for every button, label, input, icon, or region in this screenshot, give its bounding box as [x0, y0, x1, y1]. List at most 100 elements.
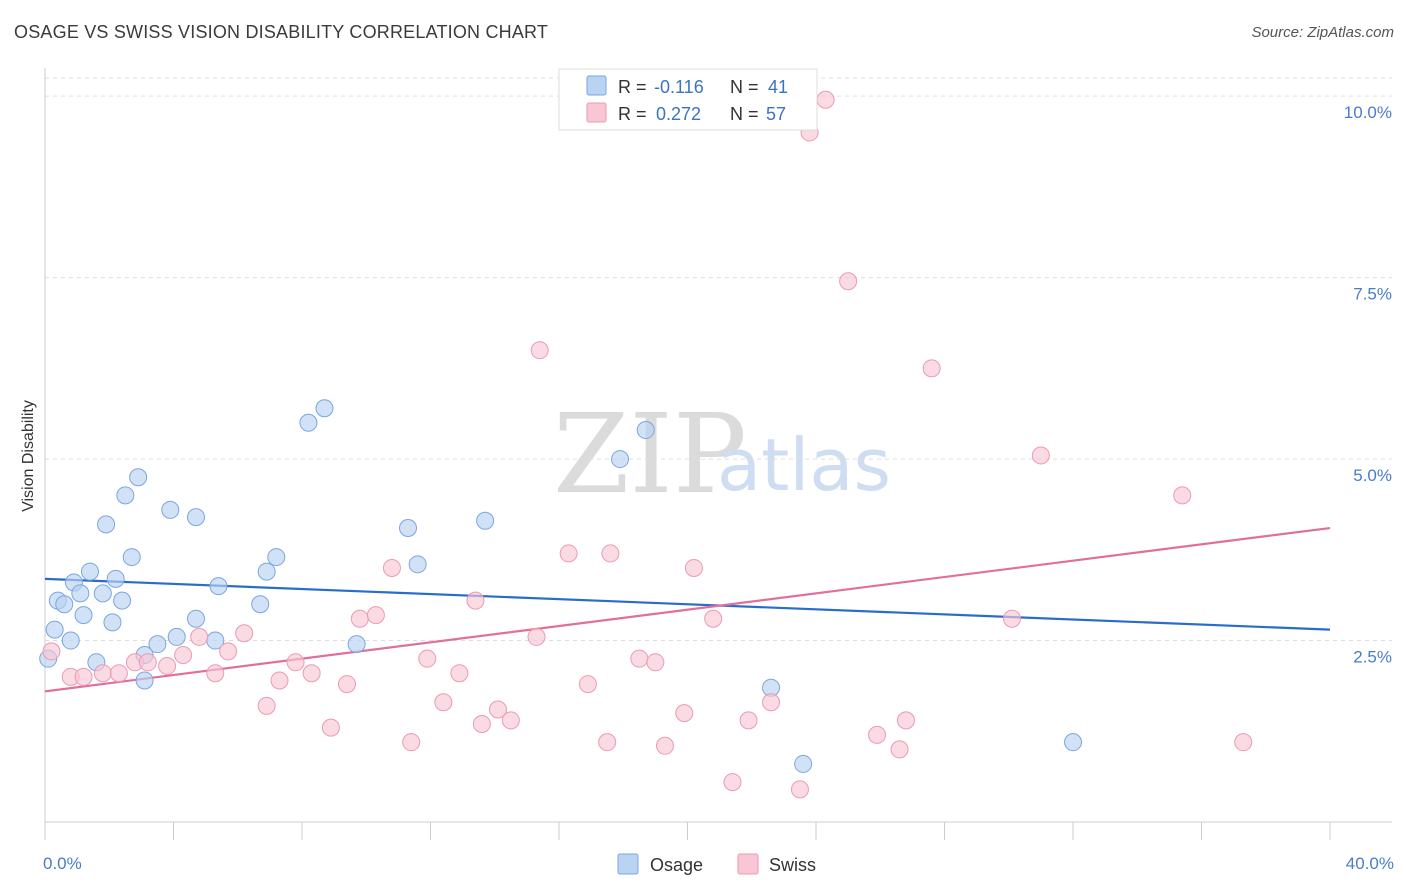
point-osage [209, 577, 228, 596]
point-osage [476, 511, 495, 530]
point-osage [251, 595, 270, 614]
point-swiss [42, 642, 61, 661]
point-swiss [839, 272, 858, 291]
point-osage [794, 754, 813, 773]
point-swiss [466, 591, 485, 610]
point-swiss [93, 664, 112, 683]
point-swiss [646, 653, 665, 672]
point-swiss [174, 646, 193, 665]
point-osage [148, 635, 167, 654]
point-swiss [337, 675, 356, 694]
y-tick-label: 7.5% [1353, 285, 1392, 304]
point-swiss [434, 693, 453, 712]
legend-n-value-osage: 41 [768, 77, 788, 97]
point-osage [93, 584, 112, 603]
point-swiss [684, 558, 703, 577]
point-swiss [1234, 733, 1253, 752]
point-osage [347, 635, 366, 654]
trend-lines [44, 526, 1331, 693]
series-legend-label-osage: Osage [650, 855, 703, 875]
point-swiss [1002, 609, 1021, 628]
point-osage [257, 562, 276, 581]
point-swiss [598, 733, 617, 752]
point-swiss [321, 718, 340, 737]
point-osage [71, 584, 90, 603]
point-osage [129, 468, 148, 487]
y-tick-label: 5.0% [1353, 466, 1392, 485]
data-points [39, 90, 1253, 799]
point-swiss [704, 609, 723, 628]
point-osage [186, 508, 205, 527]
source-credit: Source: ZipAtlas.com [1251, 24, 1394, 41]
point-osage [636, 421, 655, 440]
point-swiss [366, 606, 385, 625]
point-osage [1064, 733, 1082, 752]
point-swiss [74, 667, 93, 686]
point-osage [74, 606, 93, 625]
series-legend: Osage Swiss [617, 853, 816, 875]
legend-n-value-swiss: 57 [766, 104, 786, 124]
point-swiss [302, 664, 321, 683]
point-swiss [578, 675, 597, 694]
legend-n-label-swiss: N = [730, 104, 759, 124]
point-osage [97, 515, 116, 534]
point-osage [315, 399, 334, 418]
point-swiss [739, 711, 758, 730]
point-swiss [235, 624, 254, 643]
watermark-zip: ZIP [553, 390, 747, 518]
legend-swatch-swiss [586, 102, 607, 123]
legend-r-label-osage: R = [618, 77, 647, 97]
point-swiss [868, 725, 887, 744]
point-swiss [158, 656, 177, 675]
point-osage [299, 413, 318, 432]
legend-r-value-swiss: 0.272 [656, 104, 701, 124]
point-osage [186, 609, 205, 628]
series-legend-label-swiss: Swiss [769, 855, 816, 875]
point-swiss [206, 664, 225, 683]
point-swiss [1031, 446, 1050, 465]
x-tick-label-min: 0.0% [43, 854, 82, 873]
point-osage [408, 555, 427, 574]
watermark-atlas: atlas [717, 423, 891, 507]
legend-swatch-osage [586, 75, 607, 96]
point-osage [80, 562, 99, 581]
point-osage [61, 631, 80, 650]
point-swiss [219, 642, 238, 661]
stats-legend: R = -0.116 N = 41 R = 0.272 N = 57 [558, 68, 818, 131]
y-tick-label: 10.0% [1344, 103, 1392, 122]
point-swiss [896, 711, 915, 730]
point-osage [161, 500, 180, 519]
point-osage [135, 671, 154, 690]
point-swiss [559, 544, 578, 563]
watermark: ZIP atlas [553, 390, 891, 518]
point-osage [55, 595, 74, 614]
point-swiss [286, 653, 305, 672]
point-swiss [630, 649, 649, 668]
tick-labels: 2.5% 5.0% 7.5% 10.0% 0.0% 40.0% [43, 103, 1394, 873]
series-legend-swatch-swiss [737, 853, 759, 875]
point-swiss [675, 704, 694, 723]
point-swiss [656, 736, 675, 755]
point-swiss [257, 696, 276, 715]
point-swiss [530, 341, 549, 360]
point-swiss [450, 664, 469, 683]
point-swiss [472, 715, 491, 734]
point-osage [106, 569, 125, 588]
point-swiss [1173, 486, 1192, 505]
point-swiss [501, 711, 520, 730]
point-swiss [109, 664, 128, 683]
chart-title: OSAGE VS SWISS VISION DISABILITY CORRELA… [14, 22, 549, 42]
point-swiss [890, 740, 909, 759]
y-tick-label: 2.5% [1353, 648, 1392, 667]
point-swiss [402, 733, 421, 752]
point-swiss [382, 558, 401, 577]
point-swiss [527, 627, 546, 646]
point-osage [122, 548, 141, 567]
point-osage [45, 620, 64, 639]
point-osage [103, 613, 122, 632]
point-swiss [723, 773, 742, 792]
legend-n-label-osage: N = [730, 77, 759, 97]
x-tick-label-max: 40.0% [1346, 854, 1394, 873]
axes [44, 68, 1392, 840]
